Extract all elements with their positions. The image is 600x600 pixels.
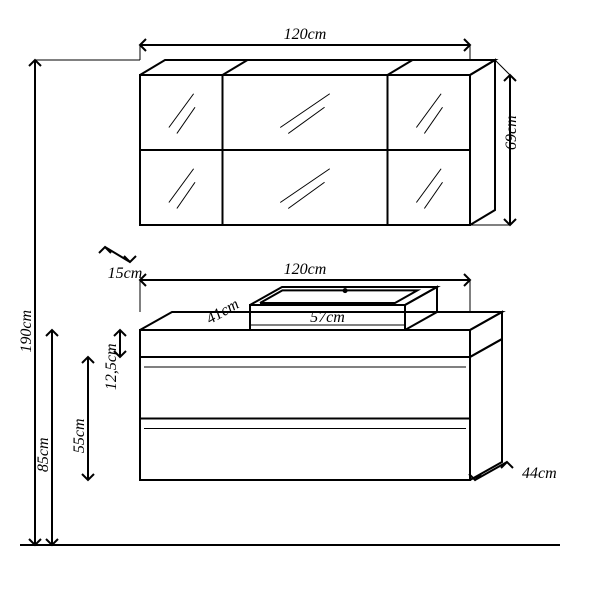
svg-text:41cm: 41cm — [203, 296, 242, 328]
svg-text:120cm: 120cm — [284, 26, 327, 43]
svg-text:120cm: 120cm — [284, 261, 327, 278]
svg-text:12,5cm: 12,5cm — [103, 344, 120, 391]
svg-text:69cm: 69cm — [503, 115, 520, 150]
svg-text:44cm: 44cm — [522, 465, 557, 482]
svg-text:55cm: 55cm — [71, 419, 88, 454]
svg-text:15cm: 15cm — [108, 265, 143, 282]
svg-text:57cm: 57cm — [310, 309, 345, 326]
svg-text:190cm: 190cm — [18, 310, 35, 353]
svg-text:85cm: 85cm — [35, 438, 52, 473]
